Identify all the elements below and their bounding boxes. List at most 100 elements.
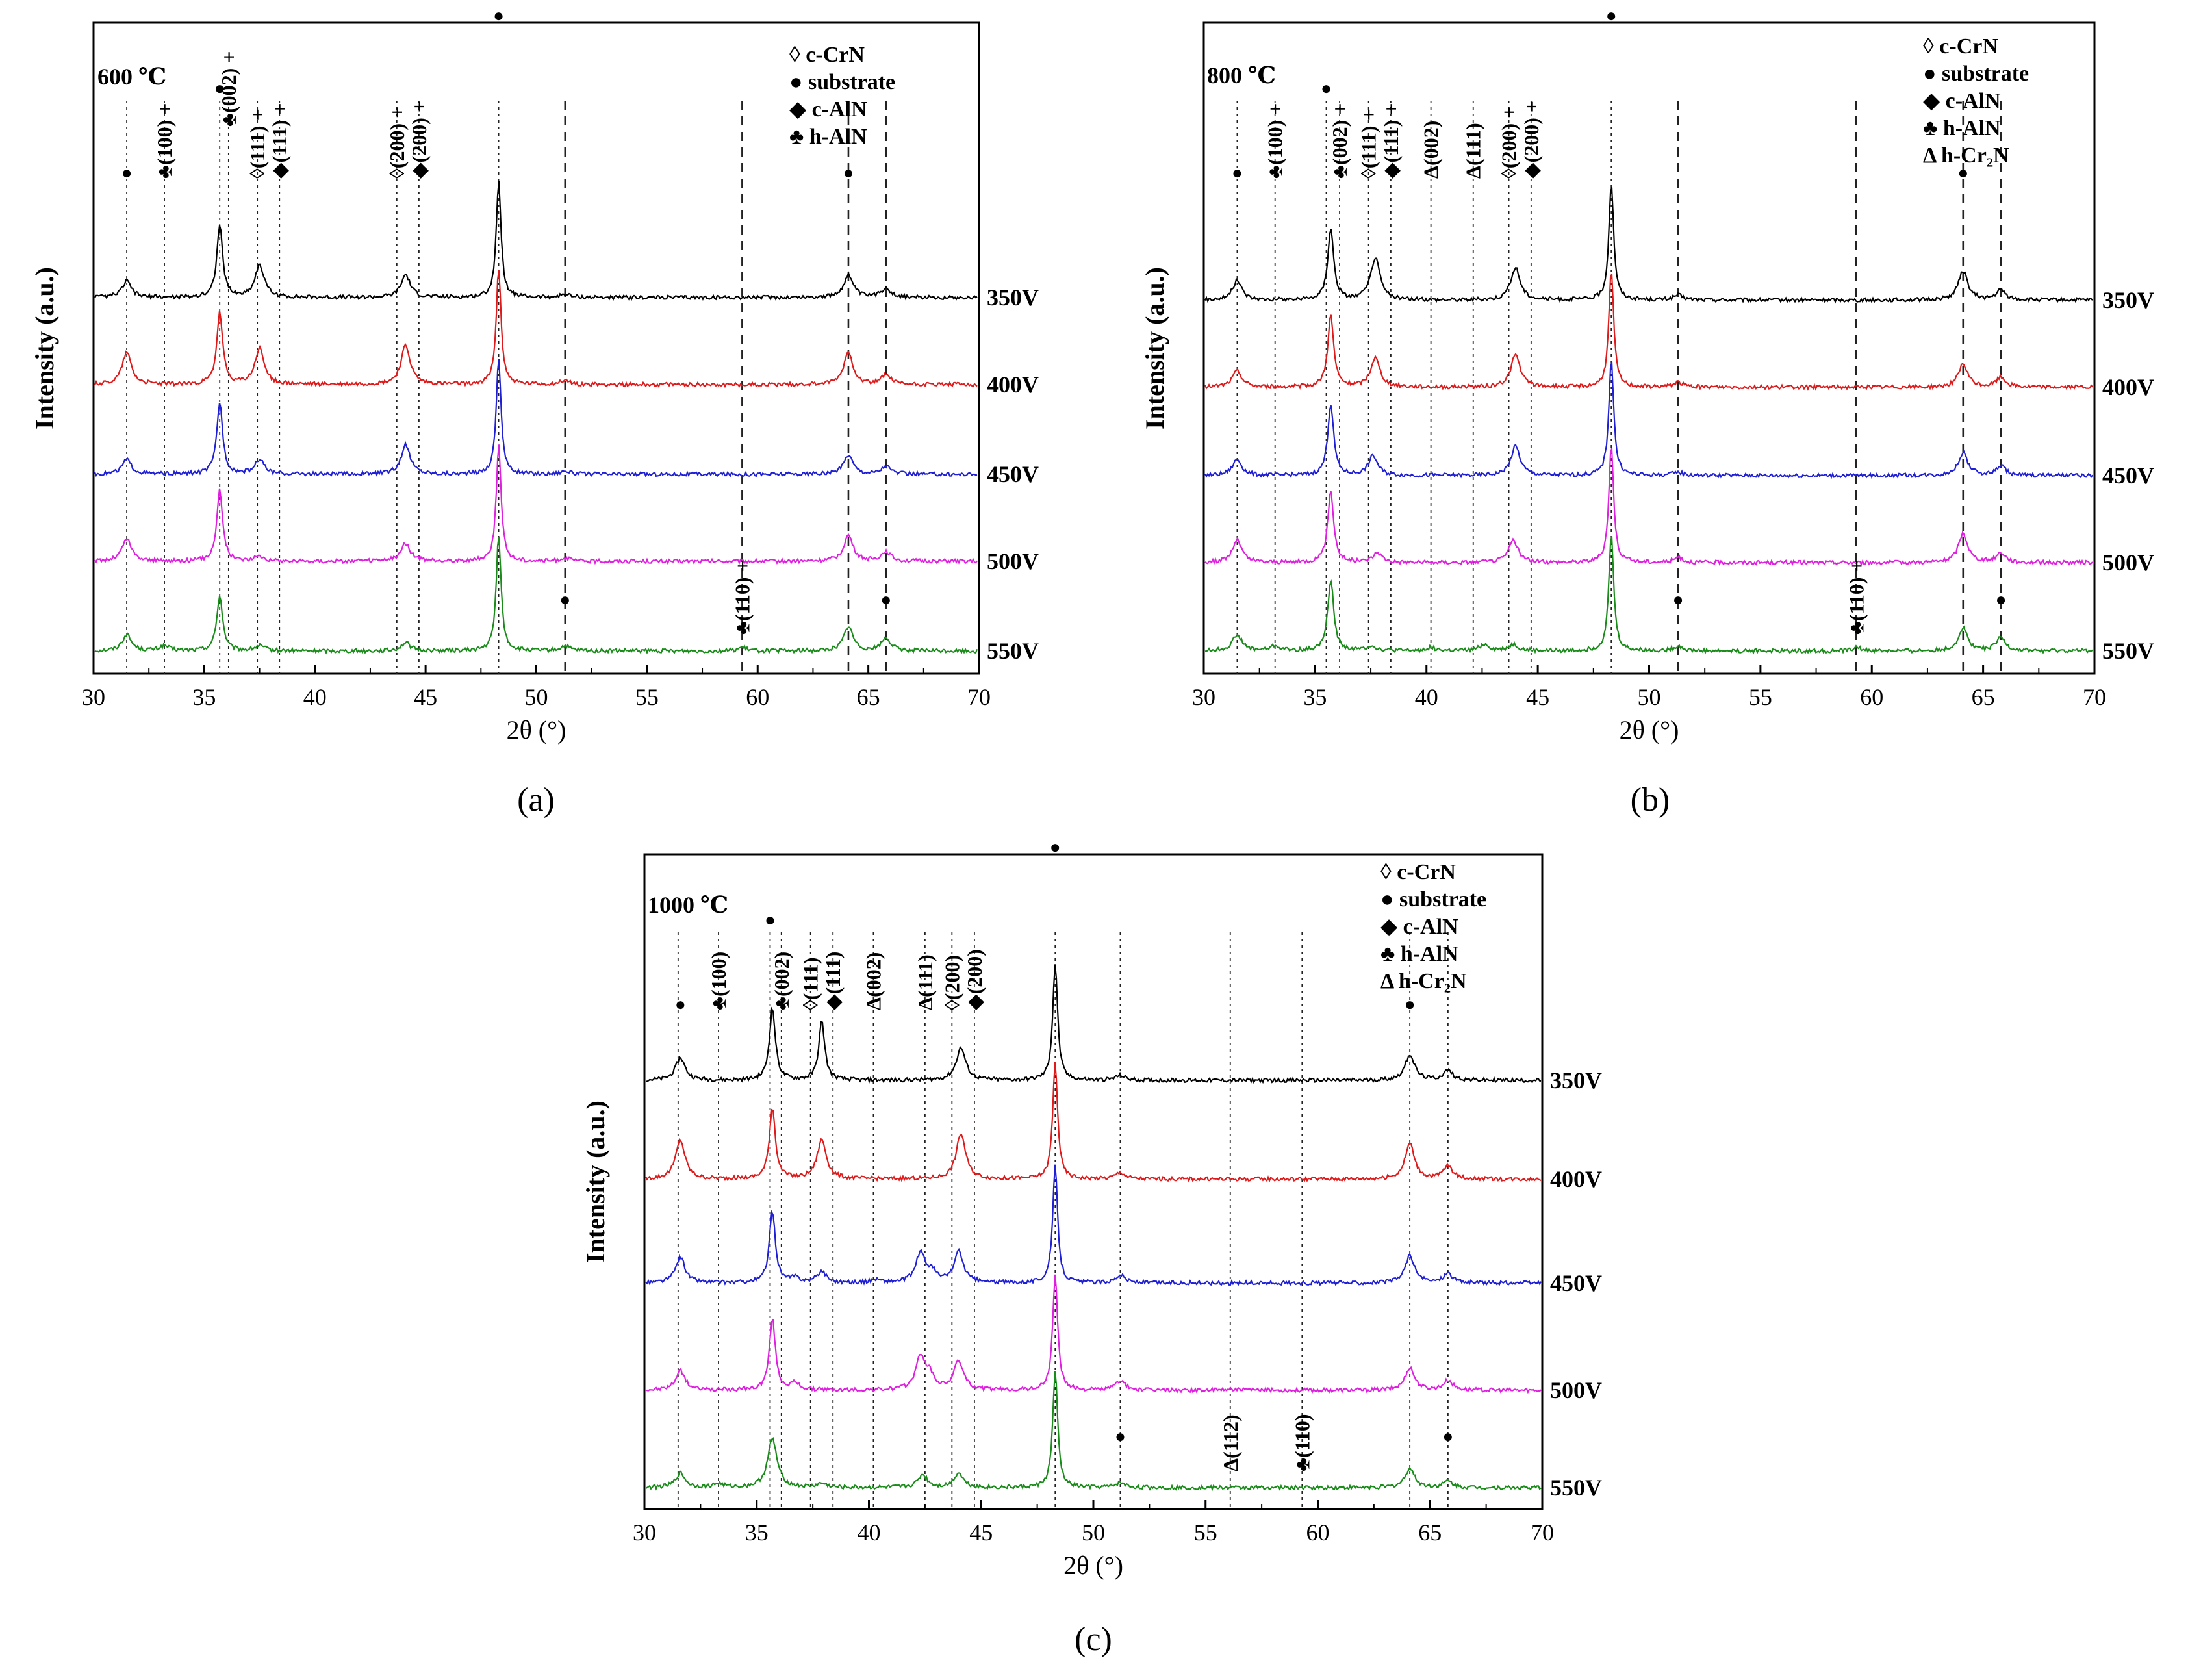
x-axis-label: 2θ (°) bbox=[507, 715, 566, 745]
substrate-marker: ● bbox=[121, 163, 133, 183]
peak-annotation: ◆(200) bbox=[963, 949, 986, 1010]
x-tick-label: 30 bbox=[633, 1520, 656, 1546]
panel-title: 800 ℃ bbox=[1207, 62, 1276, 88]
peak-annotation: ♣(002) bbox=[770, 952, 793, 1010]
x-tick-label: 40 bbox=[303, 684, 327, 710]
x-tick-label: 30 bbox=[82, 684, 105, 710]
series-label: 350V bbox=[2102, 287, 2154, 313]
series-label: 450V bbox=[1550, 1270, 1602, 1296]
x-tick-label: 50 bbox=[525, 684, 548, 710]
legend-entry: ◊ c-CrN bbox=[789, 43, 865, 67]
series-label: 400V bbox=[987, 372, 1039, 398]
x-tick-label: 55 bbox=[635, 684, 659, 710]
panel-title: 1000 ℃ bbox=[648, 892, 728, 918]
series-label: 550V bbox=[987, 638, 1039, 664]
series-line-550V bbox=[94, 537, 978, 655]
substrate-marker: ● bbox=[1115, 1427, 1126, 1447]
x-tick-label: 35 bbox=[1303, 684, 1327, 710]
substrate-marker: ● bbox=[1673, 590, 1684, 610]
series-line-350V bbox=[645, 964, 1542, 1084]
x-tick-label: 30 bbox=[1192, 684, 1215, 710]
series-label: 550V bbox=[1550, 1475, 1602, 1501]
legend-entry: ● substrate bbox=[1380, 887, 1486, 911]
series-line-500V bbox=[1204, 448, 2093, 566]
x-tick-label: 50 bbox=[1638, 684, 1661, 710]
panel-caption: (c) bbox=[1075, 1621, 1112, 1658]
x-tick-label: 65 bbox=[857, 684, 880, 710]
substrate-marker: ● bbox=[1050, 837, 1061, 858]
peak-annotation: ◊(111) + bbox=[246, 108, 269, 179]
series-line-400V bbox=[94, 270, 978, 388]
x-tick-label: 40 bbox=[858, 1520, 881, 1546]
peak-annotation: Δ(111) bbox=[913, 954, 937, 1010]
peak-annotation: ◆(111) bbox=[821, 952, 845, 1010]
series-line-400V bbox=[1204, 274, 2093, 391]
series-line-350V bbox=[1204, 187, 2093, 304]
legend-entry: ● substrate bbox=[1923, 62, 2029, 86]
x-tick-label: 70 bbox=[967, 684, 991, 710]
y-axis-label: Intensity (a.u.) bbox=[581, 1101, 610, 1263]
y-axis-label: Intensity (a.u.) bbox=[30, 267, 59, 429]
x-tick-label: 65 bbox=[1972, 684, 1995, 710]
series-line-500V bbox=[94, 444, 978, 565]
peak-annotation: ♣(100) + bbox=[153, 103, 176, 179]
x-tick-label: 60 bbox=[1860, 684, 1883, 710]
legend-entry: ♣ h-AlN bbox=[1923, 116, 2001, 140]
panel-title: 600 ℃ bbox=[97, 64, 166, 90]
substrate-marker: ● bbox=[880, 590, 891, 610]
substrate-marker: ● bbox=[559, 590, 570, 610]
x-tick-label: 45 bbox=[1526, 684, 1549, 710]
series-line-500V bbox=[645, 1274, 1542, 1394]
series-label: 450V bbox=[2102, 463, 2154, 489]
peak-annotation: ♣(100) + bbox=[1264, 103, 1287, 179]
peak-annotation: ♣(100) bbox=[707, 952, 730, 1010]
peak-annotation: Δ(002) bbox=[1419, 121, 1443, 179]
x-tick-label: 55 bbox=[1749, 684, 1772, 710]
peak-annotation: ◆(111) + bbox=[268, 103, 291, 179]
peak-annotation: ♣(110) bbox=[1290, 1414, 1314, 1471]
legend-entry: ◊ c-CrN bbox=[1380, 860, 1456, 884]
series-label: 500V bbox=[987, 548, 1039, 574]
legend-entry: ◆ c-AlN bbox=[1380, 915, 1458, 939]
series-line-350V bbox=[94, 181, 978, 301]
x-tick-label: 60 bbox=[746, 684, 769, 710]
x-axis-label: 2θ (°) bbox=[1063, 1551, 1123, 1580]
series-label: 400V bbox=[1550, 1166, 1602, 1192]
substrate-marker: ● bbox=[1232, 163, 1243, 183]
substrate-marker: ● bbox=[1606, 6, 1617, 26]
peak-annotation: ♣(002) + bbox=[217, 51, 240, 127]
x-tick-label: 50 bbox=[1082, 1520, 1105, 1546]
peak-annotation: ◊(200) + bbox=[385, 107, 409, 179]
chart-panel-3: 550V 500V 450V 400V 350V 30 35 40 45 50 55 60 65 70 2θ… bbox=[581, 837, 1602, 1658]
series-line-400V bbox=[645, 1062, 1542, 1183]
series-label: 350V bbox=[987, 285, 1039, 311]
panel-caption: (a) bbox=[517, 782, 555, 819]
peak-annotation: ◆(111) + bbox=[1379, 103, 1403, 179]
legend-entry: ◆ c-AlN bbox=[789, 97, 867, 121]
peak-annotation: Δ(111) bbox=[1462, 123, 1485, 179]
x-tick-label: 55 bbox=[1194, 1520, 1217, 1546]
x-tick-label: 40 bbox=[1415, 684, 1438, 710]
series-label: 500V bbox=[2102, 550, 2154, 576]
substrate-marker: ● bbox=[214, 79, 225, 99]
y-axis-label: Intensity (a.u.) bbox=[1140, 267, 1169, 429]
peak-annotation: ◊(200) bbox=[940, 955, 963, 1010]
series-line-450V bbox=[645, 1164, 1542, 1287]
series-label: 350V bbox=[1550, 1067, 1602, 1093]
x-tick-label: 70 bbox=[1531, 1520, 1554, 1546]
x-tick-label: 35 bbox=[192, 684, 216, 710]
legend-entry: ◊ c-CrN bbox=[1923, 34, 1998, 58]
series-line-550V bbox=[1204, 536, 2093, 655]
legend-entry: ◆ c-AlN bbox=[1923, 89, 2001, 113]
substrate-marker: ● bbox=[1996, 590, 2007, 610]
substrate-marker: ● bbox=[765, 910, 776, 930]
substrate-marker: ● bbox=[1442, 1427, 1453, 1447]
x-tick-label: 65 bbox=[1418, 1520, 1442, 1546]
series-label: 500V bbox=[1550, 1377, 1602, 1403]
series-line-450V bbox=[94, 359, 978, 478]
series-line-450V bbox=[1204, 361, 2093, 479]
x-tick-label: 70 bbox=[2083, 684, 2106, 710]
substrate-marker: ● bbox=[1405, 995, 1416, 1015]
peak-annotation: Δ(112) bbox=[1219, 1414, 1242, 1471]
